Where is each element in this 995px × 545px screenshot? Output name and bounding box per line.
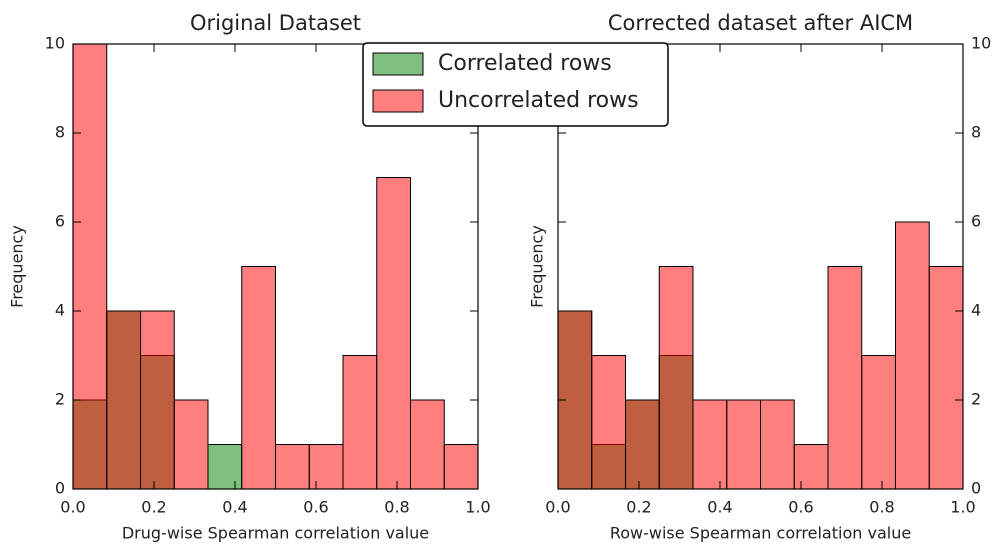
legend-label: Uncorrelated rows [438, 88, 639, 113]
histogram-bar [591, 355, 627, 490]
x-tick-label: 0.6 [303, 498, 328, 517]
y-tick-label: 0 [55, 479, 65, 498]
histogram-bar [275, 444, 310, 490]
x-tick-label: 1.0 [950, 498, 975, 517]
y-tick-label: 6 [971, 212, 981, 231]
y-tick-label: 8 [55, 123, 65, 142]
legend-swatch [372, 52, 424, 76]
histogram-bar [793, 444, 829, 490]
chart-title: Corrected dataset after AICM [608, 11, 913, 35]
x-tick-label: 0.4 [707, 498, 732, 517]
y-tick-label: 2 [55, 390, 65, 409]
x-tick-label: 0.0 [545, 498, 570, 517]
histogram-bar [308, 444, 344, 490]
y-axis-label: Frequency [528, 225, 547, 308]
histogram-bar [658, 266, 694, 490]
histogram-bar [443, 444, 479, 490]
y-tick-label: 0 [971, 479, 981, 498]
legend-label: Correlated rows [438, 51, 612, 76]
histogram-bar [928, 266, 964, 490]
x-tick-label: 0.4 [222, 498, 247, 517]
y-tick-label: 6 [55, 212, 65, 231]
y-tick-label: 8 [971, 123, 981, 142]
histogram-bar [726, 399, 761, 490]
histogram-bar [106, 310, 142, 490]
legend-swatch [372, 89, 424, 113]
x-tick-label: 0.2 [141, 498, 166, 517]
histogram-bar [342, 355, 378, 490]
x-tick-label: 0.0 [60, 498, 85, 517]
x-tick-label: 0.2 [626, 498, 651, 517]
histogram-bar [894, 221, 930, 490]
legend-box [362, 42, 669, 127]
histogram-bar [173, 399, 209, 490]
histogram-bar [207, 444, 243, 490]
histogram-bar [827, 266, 863, 490]
histogram-bar [625, 399, 660, 490]
histogram-bar [760, 399, 795, 490]
histogram-bar [140, 310, 175, 490]
plot-frame [72, 43, 479, 490]
legend: Correlated rows Uncorrelated rows [362, 42, 669, 127]
y-tick-label: 2 [971, 390, 981, 409]
y-tick-label: 10 [45, 34, 65, 53]
histogram-bar [861, 355, 896, 490]
histogram-bar [409, 399, 445, 490]
x-tick-label: 0.8 [869, 498, 894, 517]
y-tick-label: 10 [971, 34, 991, 53]
x-axis-label: Drug-wise Spearman correlation value [122, 524, 429, 543]
x-tick-label: 0.8 [384, 498, 409, 517]
x-axis-label: Row-wise Spearman correlation value [610, 524, 911, 543]
histogram-bar [241, 266, 277, 490]
chart-title: Original Dataset [190, 11, 361, 35]
histogram-bar [72, 43, 108, 490]
y-tick-label: 4 [55, 301, 65, 320]
y-axis-label: Frequency [8, 225, 27, 308]
x-tick-label: 1.0 [465, 498, 490, 517]
plot-frame [557, 43, 964, 490]
y-tick-label: 4 [971, 301, 981, 320]
x-tick-label: 0.6 [788, 498, 813, 517]
histogram-bar [376, 177, 411, 490]
histogram-bar [692, 399, 728, 490]
